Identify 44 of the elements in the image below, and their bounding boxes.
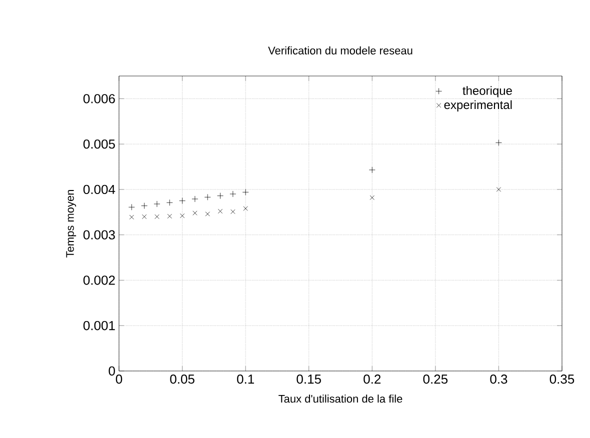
y-tick-label: 0.001 <box>83 320 115 330</box>
point <box>128 204 135 210</box>
y-tick-label: 0.002 <box>83 276 115 285</box>
x-tick-label: 0.35 <box>550 374 574 384</box>
point <box>230 209 236 214</box>
point <box>142 214 147 220</box>
point <box>243 206 248 211</box>
y-tick-label: 0.003 <box>83 230 115 240</box>
point <box>180 213 185 218</box>
legend-label: theorique <box>462 86 512 98</box>
point <box>166 199 173 206</box>
point <box>141 202 148 209</box>
point <box>217 192 224 200</box>
point <box>192 210 198 216</box>
point <box>370 195 374 200</box>
x-tick-label: 0 <box>116 374 122 384</box>
x-tick-label: 0.3 <box>490 374 508 384</box>
point <box>129 214 134 220</box>
point <box>242 188 249 196</box>
point <box>179 198 186 204</box>
y-tick-label: 0 <box>108 366 115 376</box>
point <box>154 200 160 208</box>
x-tick-label: 0.25 <box>423 374 448 384</box>
point <box>192 196 198 202</box>
y-tick-label: 0.004 <box>83 184 116 194</box>
y-tick-label: 0.005 <box>83 139 115 149</box>
legend-label: experimental <box>444 100 512 112</box>
x-axis-title: Taux d'utilisation de la file <box>278 394 402 403</box>
point <box>154 214 160 220</box>
point <box>204 194 211 200</box>
x-tick-label: 0.2 <box>364 374 381 384</box>
point <box>496 187 502 192</box>
point <box>230 190 236 198</box>
point <box>205 212 210 216</box>
y-axis-title: Temps moyen <box>66 190 76 258</box>
point <box>167 214 172 219</box>
y-tick-label: 0.006 <box>83 94 115 104</box>
x-tick-label: 0.05 <box>170 374 194 384</box>
point <box>218 208 223 214</box>
x-tick-label: 0.1 <box>237 374 254 384</box>
x-tick-label: 0.15 <box>296 374 321 384</box>
chart-title: Verification du modele reseau <box>268 46 412 54</box>
point <box>368 166 376 174</box>
point <box>496 140 502 146</box>
